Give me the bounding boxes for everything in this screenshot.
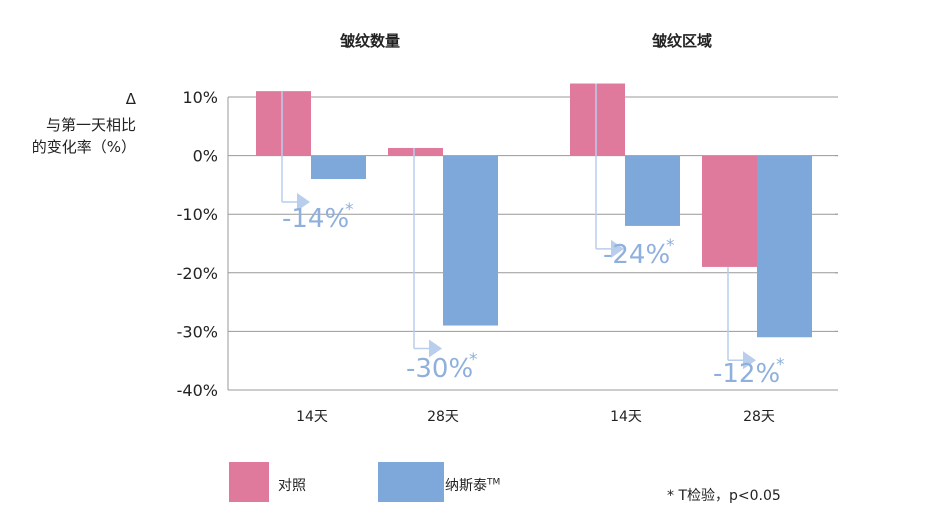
legend-label-control: 对照	[278, 478, 306, 494]
x-category-label: 14天	[296, 409, 328, 425]
chart-annotations: -14%*-30%*-24%*-12%*	[282, 200, 785, 389]
annotation-star: *	[666, 236, 675, 256]
bar-control	[702, 155, 757, 267]
chart-arrows	[281, 83, 756, 370]
legend-label-test-name: 纳斯泰	[445, 478, 487, 494]
y-tick-label: -20%	[177, 264, 218, 283]
x-axis-categories: 14天 28天 14天 28天	[296, 409, 775, 425]
x-category-label: 28天	[743, 409, 775, 425]
annotation-star: *	[776, 355, 785, 375]
legend-swatch-test	[378, 462, 444, 502]
legend-label-test: 纳斯泰TM	[445, 475, 500, 495]
y-axis-label-line2: 的变化率（%）	[31, 138, 136, 156]
chart-title-left: 皱纹数量	[340, 32, 401, 50]
y-tick-label: -10%	[177, 205, 218, 224]
x-category-label: 14天	[610, 409, 642, 425]
bar-test	[311, 155, 366, 180]
bar-test	[443, 155, 498, 326]
chart-bars	[256, 83, 812, 338]
connector-arrowhead	[297, 193, 310, 212]
y-axis-ticks: 10% 0% -10% -20% -30% -40%	[177, 88, 218, 400]
y-tick-label: 0%	[193, 147, 218, 166]
connector-arrowhead	[743, 351, 756, 370]
legend-label-test-tm: TM	[487, 477, 501, 488]
bar-control	[388, 147, 443, 156]
annotation-star: *	[469, 350, 478, 370]
y-tick-label: -30%	[177, 322, 218, 341]
annotation-label: -30%	[406, 354, 473, 384]
x-category-label: 28天	[427, 409, 459, 425]
connector-arrowhead	[429, 339, 442, 358]
annotation-label: -14%	[282, 204, 349, 234]
bar-control	[570, 83, 625, 156]
y-tick-label: -40%	[177, 381, 218, 400]
significance-note: * T检验，p<0.05	[667, 488, 781, 504]
legend-swatch-control	[229, 462, 269, 502]
bar-test	[625, 155, 680, 226]
annotation-label: -12%	[713, 359, 780, 389]
bar-control	[256, 91, 311, 156]
annotation-star: *	[345, 200, 354, 220]
bar-test	[757, 155, 812, 338]
chart-title-right: 皱纹区域	[652, 32, 713, 50]
y-axis-label-line1: 与第一天相比	[45, 116, 136, 134]
connector-arrowhead	[611, 239, 624, 258]
y-tick-label: 10%	[182, 88, 218, 107]
annotation-label: -24%	[603, 240, 670, 270]
y-axis-label-symbol: Δ	[125, 90, 136, 108]
